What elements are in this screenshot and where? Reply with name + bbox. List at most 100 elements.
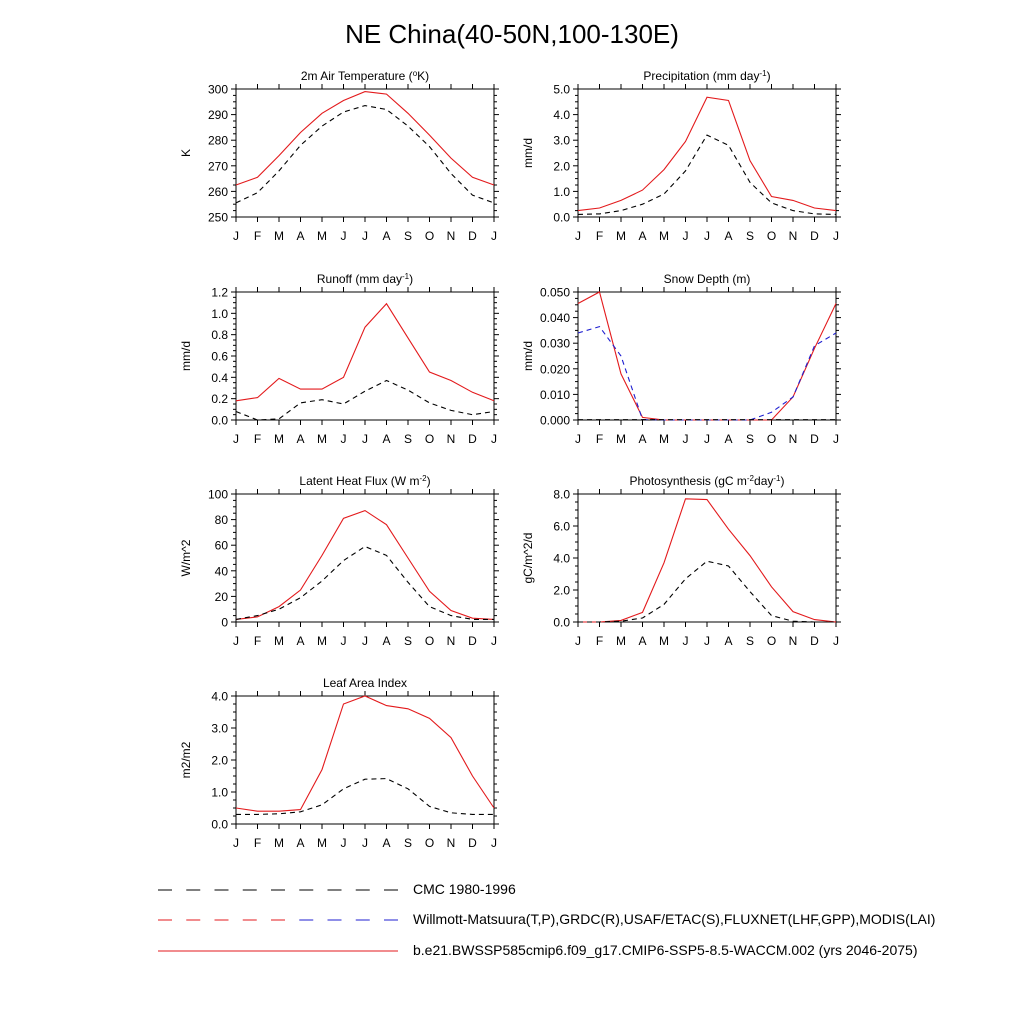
x-tick-label: F bbox=[254, 432, 261, 446]
x-tick-label: M bbox=[317, 634, 327, 648]
y-axis-label: mm/d bbox=[521, 138, 535, 168]
y-tick-label: 0.050 bbox=[540, 286, 570, 300]
x-tick-label: N bbox=[789, 432, 798, 446]
panel-title: Latent Heat Flux (W m-2) bbox=[299, 474, 430, 489]
panel-photosynthesis: J F M A M J J A S O N D J0.02.04.06.08.0Photosynthes… bbox=[521, 474, 841, 648]
series-line-model bbox=[235, 509, 495, 620]
y-tick-label: 60 bbox=[215, 539, 229, 553]
y-tick-label: 80 bbox=[215, 513, 229, 527]
plot-frame bbox=[235, 88, 495, 218]
panel-title: Leaf Area Index bbox=[323, 676, 407, 690]
y-tick-label: 0.0 bbox=[211, 414, 228, 428]
series-line-obs bbox=[235, 545, 494, 620]
x-tick-label: J bbox=[833, 229, 839, 243]
series-line-obs bbox=[236, 778, 494, 815]
x-tick-label: M bbox=[659, 634, 669, 648]
panel-title: Precipitation (mm day-1) bbox=[643, 69, 770, 84]
y-tick-label: 1.0 bbox=[553, 185, 570, 199]
x-tick-label: J bbox=[575, 432, 581, 446]
x-tick-label: O bbox=[767, 634, 776, 648]
y-tick-label: 20 bbox=[215, 590, 229, 604]
y-tick-label: 280 bbox=[208, 134, 228, 148]
x-tick-label: J bbox=[362, 229, 368, 243]
y-tick-label: 0.2 bbox=[211, 392, 228, 406]
legend-label-cmc: CMC 1980-1996 bbox=[413, 881, 516, 897]
x-tick-label: N bbox=[447, 836, 456, 850]
y-tick-label: 0.0 bbox=[211, 818, 228, 832]
series-line-model bbox=[577, 291, 837, 421]
x-tick-label: N bbox=[447, 229, 456, 243]
x-tick-label: O bbox=[425, 432, 434, 446]
y-tick-label: 6.0 bbox=[553, 520, 570, 534]
y-tick-label: 4.0 bbox=[553, 108, 570, 122]
y-tick-label: 2.0 bbox=[553, 159, 570, 173]
x-tick-label: O bbox=[425, 229, 434, 243]
y-axis-label: mm/d bbox=[179, 341, 193, 371]
legend-label-model: b.e21.BWSSP585cmip6.f09_g17.CMIP6-SSP5-8… bbox=[413, 942, 918, 958]
series-line-model bbox=[235, 302, 495, 402]
x-tick-label: S bbox=[404, 836, 412, 850]
x-tick-label: M bbox=[274, 432, 284, 446]
x-tick-label: O bbox=[425, 836, 434, 850]
x-tick-label: A bbox=[382, 836, 390, 850]
x-tick-label: A bbox=[296, 836, 304, 850]
x-tick-label: J bbox=[683, 634, 689, 648]
x-tick-label: F bbox=[254, 229, 261, 243]
x-tick-label: J bbox=[833, 432, 839, 446]
x-tick-label: M bbox=[659, 229, 669, 243]
x-tick-label: A bbox=[638, 432, 646, 446]
panel-title: Runoff (mm day-1) bbox=[317, 272, 413, 287]
y-tick-label: 40 bbox=[215, 564, 229, 578]
x-tick-label: M bbox=[616, 432, 626, 446]
series-line-obs bbox=[578, 560, 836, 623]
x-tick-label: A bbox=[382, 229, 390, 243]
x-tick-label: J bbox=[704, 229, 710, 243]
y-tick-label: 0.8 bbox=[211, 328, 228, 342]
y-tick-label: 270 bbox=[208, 159, 228, 173]
panel-snow-depth: J F M A M J J A S O N D J0.0000.0100.0200.0300.0400.… bbox=[521, 272, 841, 446]
series-line-model bbox=[578, 498, 837, 623]
y-axis-label: m2/m2 bbox=[179, 741, 193, 778]
x-tick-label: A bbox=[724, 634, 732, 648]
x-tick-label: J bbox=[233, 432, 239, 446]
x-tick-label: J bbox=[362, 836, 368, 850]
legend-row-model: b.e21.BWSSP585cmip6.f09_g17.CMIP6-SSP5-8… bbox=[158, 941, 1018, 961]
y-tick-label: 250 bbox=[208, 211, 228, 225]
x-tick-label: S bbox=[404, 229, 412, 243]
y-tick-label: 100 bbox=[208, 488, 228, 502]
y-tick-label: 0.040 bbox=[540, 311, 570, 325]
y-tick-label: 0.0 bbox=[553, 211, 570, 225]
x-tick-label: M bbox=[274, 634, 284, 648]
x-tick-label: M bbox=[317, 836, 327, 850]
y-tick-label: 0.6 bbox=[211, 350, 228, 364]
legend-swatch-cmc bbox=[158, 889, 398, 891]
y-tick-label: 0.010 bbox=[540, 388, 570, 402]
x-tick-label: A bbox=[296, 432, 304, 446]
plot-frame bbox=[577, 493, 837, 623]
x-tick-label: D bbox=[810, 229, 819, 243]
y-axis-label: mm/d bbox=[521, 341, 535, 371]
x-tick-label: F bbox=[254, 836, 261, 850]
series-line-obs bbox=[235, 105, 495, 204]
x-tick-label: S bbox=[746, 229, 754, 243]
y-tick-label: 0.4 bbox=[211, 371, 228, 385]
x-tick-label: J bbox=[575, 634, 581, 648]
legend-row-cmc: CMC 1980-1996 bbox=[158, 880, 918, 900]
x-tick-label: J bbox=[491, 229, 497, 243]
x-tick-label: M bbox=[616, 634, 626, 648]
x-tick-label: J bbox=[341, 836, 347, 850]
x-tick-label: J bbox=[341, 634, 347, 648]
series-line-obs bbox=[577, 325, 837, 421]
y-tick-label: 0.000 bbox=[540, 414, 570, 428]
x-tick-label: A bbox=[638, 634, 646, 648]
x-tick-label: J bbox=[683, 229, 689, 243]
x-tick-label: J bbox=[362, 432, 368, 446]
panel-precipitation: J F M A M J J A S O N D J0.01.02.03.04.05.0Precipita… bbox=[521, 69, 841, 243]
y-tick-label: 0.020 bbox=[540, 362, 570, 376]
x-tick-label: S bbox=[404, 432, 412, 446]
x-tick-label: J bbox=[341, 432, 347, 446]
y-tick-label: 300 bbox=[208, 83, 228, 97]
